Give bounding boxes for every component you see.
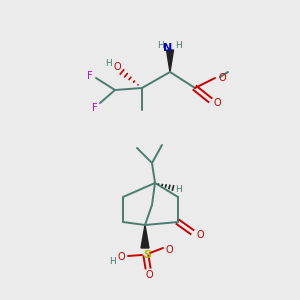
Text: O: O <box>196 230 204 240</box>
Text: F: F <box>87 71 93 81</box>
Text: N: N <box>164 43 172 53</box>
Text: O: O <box>117 252 125 262</box>
Text: H: H <box>175 40 182 50</box>
Text: O: O <box>213 98 221 108</box>
Text: H: H <box>176 184 182 194</box>
Text: S: S <box>143 250 151 260</box>
Text: H: H <box>157 40 164 50</box>
Text: O: O <box>145 270 153 280</box>
Text: F: F <box>92 103 98 113</box>
Text: H: H <box>110 257 116 266</box>
Text: H: H <box>105 58 111 68</box>
Text: O: O <box>218 73 226 83</box>
Text: O: O <box>113 62 121 72</box>
Polygon shape <box>141 225 149 248</box>
Text: O: O <box>165 245 173 255</box>
Polygon shape <box>167 50 173 72</box>
